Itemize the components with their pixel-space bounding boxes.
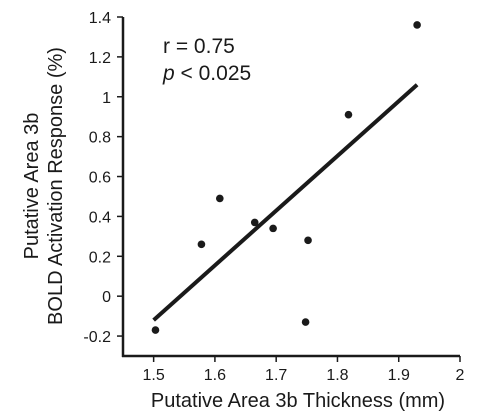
- x-tick-label: 1.5: [143, 367, 165, 384]
- data-point: [151, 326, 160, 334]
- x-axis-ticks: 1.5 1.6 1.7 1.8 1.9 2: [143, 356, 465, 384]
- x-tick-label: 1.6: [204, 367, 226, 384]
- x-tick-label: 1.9: [388, 367, 410, 384]
- y-tick-label: 0.6: [89, 170, 111, 187]
- y-axis-title: Putative Area 3b BOLD Activation Respons…: [21, 47, 67, 325]
- regression-line: [152, 83, 419, 322]
- correlation-annotation: r = 0.75: [163, 35, 235, 58]
- data-point: [269, 224, 277, 233]
- y-tick-label: 0.8: [89, 130, 111, 147]
- y-tick-label: -0.2: [83, 329, 111, 346]
- y-tick-label: 1.2: [89, 50, 111, 67]
- regression-line-group: [152, 83, 419, 322]
- data-point: [413, 21, 421, 29]
- y-tick-label: 0: [102, 289, 111, 306]
- p-symbol: p: [162, 62, 175, 85]
- x-axis-title: Putative Area 3b Thickness (mm): [151, 390, 445, 412]
- p-value-text: < 0.025: [175, 62, 251, 85]
- x-tick-label: 1.8: [326, 367, 348, 384]
- data-points: [151, 21, 421, 334]
- data-point: [250, 218, 259, 227]
- y-axis-title-line1: Putative Area 3b: [21, 113, 43, 260]
- y-tick-label: 0.4: [89, 209, 111, 226]
- data-point: [304, 236, 312, 245]
- data-point: [197, 240, 206, 249]
- data-point: [301, 318, 310, 326]
- y-axis-ticks: -0.2 0 0.2 0.4 0.6 0.8 1 1.2 1.4: [83, 10, 123, 346]
- y-tick-label: 1.4: [89, 10, 111, 27]
- y-tick-label: 1: [102, 90, 111, 107]
- x-tick-label: 2: [456, 367, 465, 384]
- y-tick-label: 0.2: [89, 249, 111, 266]
- y-axis-title-line2: BOLD Activation Response (%): [45, 47, 67, 325]
- data-point: [344, 110, 353, 119]
- p-value-annotation: p < 0.025: [162, 62, 251, 85]
- data-point: [216, 194, 224, 203]
- x-tick-label: 1.7: [265, 367, 287, 384]
- axes: [121, 17, 460, 358]
